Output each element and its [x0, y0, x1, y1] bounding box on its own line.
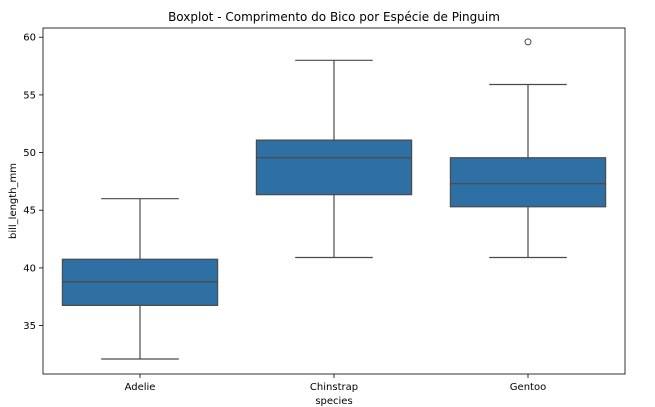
x-tick-label: Adelie	[125, 382, 156, 393]
x-axis-label: species	[315, 396, 352, 407]
y-tick-label: 50	[23, 148, 36, 159]
box-chinstrap	[255, 139, 413, 196]
x-axis: Adelie Chinstrap Gentoo	[125, 374, 546, 393]
y-tick-label: 40	[23, 263, 36, 274]
y-tick-label: 35	[23, 321, 36, 332]
outlier-point	[524, 38, 532, 46]
y-axis-label: bill_length_mm	[8, 163, 19, 239]
y-axis: 35 40 45 50 55 60	[23, 33, 43, 332]
y-tick-label: 45	[23, 206, 36, 217]
y-tick-label: 60	[23, 33, 36, 44]
box-gentoo	[449, 157, 607, 208]
x-tick-label: Chinstrap	[310, 382, 358, 393]
x-tick-label: Gentoo	[510, 382, 546, 393]
y-tick-label: 55	[23, 90, 36, 101]
chart-title: Boxplot - Comprimento do Bico por Espéci…	[168, 10, 500, 24]
boxes-group	[61, 38, 607, 360]
